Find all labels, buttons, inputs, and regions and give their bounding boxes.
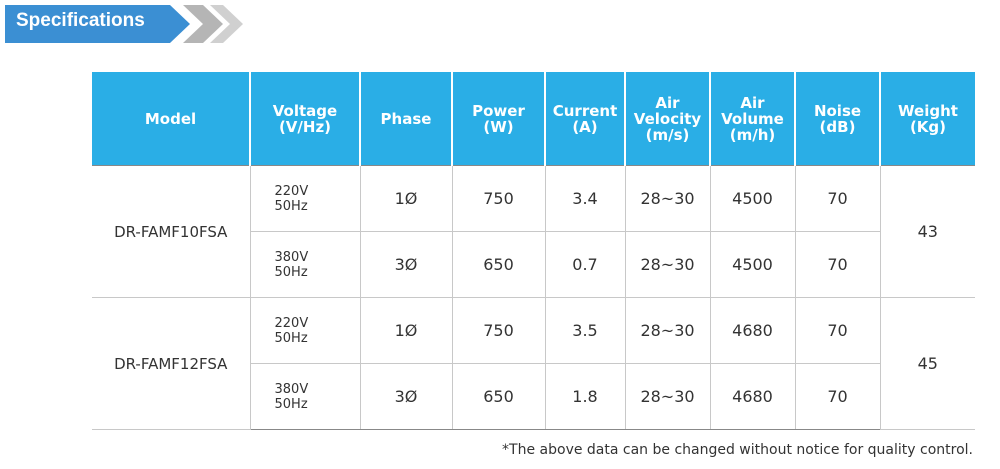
column-header: Current (A) [544,72,625,166]
header-line: Voltage [272,101,338,120]
column-header: Phase [359,72,452,166]
table-body: DR-FAMF10FSA 220V 50Hz 1Ø 750 3.4 28~30 4500 70 4… [92,165,975,430]
voltage-line: 220V [274,315,309,331]
header-line: Air [740,93,765,112]
spec-table: Model Voltage (V/Hz) Phase Power (W) Current (A… [92,72,975,430]
value-cell: 3.5 [544,297,625,364]
column-header: Power (W) [451,72,545,166]
column-header: Air Volume (m/h) [709,72,795,166]
title-tab [5,5,243,43]
table-row: DR-FAMF10FSA 220V 50Hz 1Ø 750 3.4 28~30 4500 70 4… [92,165,975,298]
header-line: Volume [721,109,784,128]
value-cell: 3.4 [544,165,625,232]
header-line: (m/h) [729,125,776,144]
model-cell: DR-FAMF10FSA [92,165,250,298]
value-cell: 1Ø [359,165,452,232]
value-cell: 4500 [709,165,795,232]
value-cell: 28~30 [624,231,710,298]
value-cell: 4500 [709,231,795,298]
voltage-line: 380V [274,249,309,265]
table-row: 380V 50Hz 3Ø 650 0.7 28~30 4500 70 [92,231,975,298]
value-cell: 750 [451,297,545,364]
footnote: *The above data can be changed without n… [502,442,973,458]
voltage-line: 50Hz [274,264,308,280]
voltage-line: 50Hz [274,198,308,214]
header-line: Power [472,101,525,120]
value-cell: 70 [794,363,880,430]
header-line: Noise [813,101,862,120]
header-line: (W) [483,117,514,136]
value-cell: 650 [451,231,545,298]
voltage-cell: 220V 50Hz [249,297,360,364]
voltage-line: 380V [274,381,309,397]
header-line: Phase [380,109,432,128]
value-cell: 750 [451,165,545,232]
voltage-cell: 380V 50Hz [249,231,360,298]
value-cell: 28~30 [624,297,710,364]
weight-cell: 45 [879,297,975,430]
value-cell: 1Ø [359,297,452,364]
column-header: Air Velocity (m/s) [624,72,710,166]
value-cell: 28~30 [624,165,710,232]
value-cell: 4680 [709,363,795,430]
table-row: DR-FAMF12FSA 220V 50Hz 1Ø 750 3.5 28~30 4680 70 4… [92,297,975,430]
value-cell: 70 [794,231,880,298]
header-line: (dB) [819,117,856,136]
column-header: Weight (Kg) [879,72,975,166]
header-row: Model Voltage (V/Hz) Phase Power (W) Current (A… [92,72,975,166]
model-cell: DR-FAMF12FSA [92,297,250,430]
table-row: 380V 50Hz 3Ø 650 1.8 28~30 4680 70 [92,363,975,430]
voltage-line: 50Hz [274,396,308,412]
column-header: Model [92,72,250,166]
voltage-line: 50Hz [274,330,308,346]
weight-cell: 43 [879,165,975,298]
voltage-line: 220V [274,183,309,199]
header-line: Air [655,93,680,112]
chevron [210,5,243,43]
column-header: Noise (dB) [794,72,880,166]
value-cell: 650 [451,363,545,430]
value-cell: 4680 [709,297,795,364]
value-cell: 3Ø [359,363,452,430]
header-line: (m/s) [645,125,690,144]
value-cell: 70 [794,297,880,364]
chevron [183,5,223,43]
value-cell: 3Ø [359,231,452,298]
header-line: (A) [572,117,598,136]
header-line: Current [552,101,618,120]
title-shape [5,5,190,43]
header-line: (V/Hz) [278,117,332,136]
value-cell: 70 [794,165,880,232]
header-line: Velocity [633,109,702,128]
header-line: (Kg) [909,117,947,136]
header-line: Model [144,109,197,128]
value-cell: 28~30 [624,363,710,430]
voltage-cell: 220V 50Hz [249,165,360,232]
value-cell: 1.8 [544,363,625,430]
header-line: Weight [898,101,958,120]
value-cell: 0.7 [544,231,625,298]
column-header: Voltage (V/Hz) [249,72,360,166]
voltage-cell: 380V 50Hz [249,363,360,430]
title: Specifications [16,10,145,31]
